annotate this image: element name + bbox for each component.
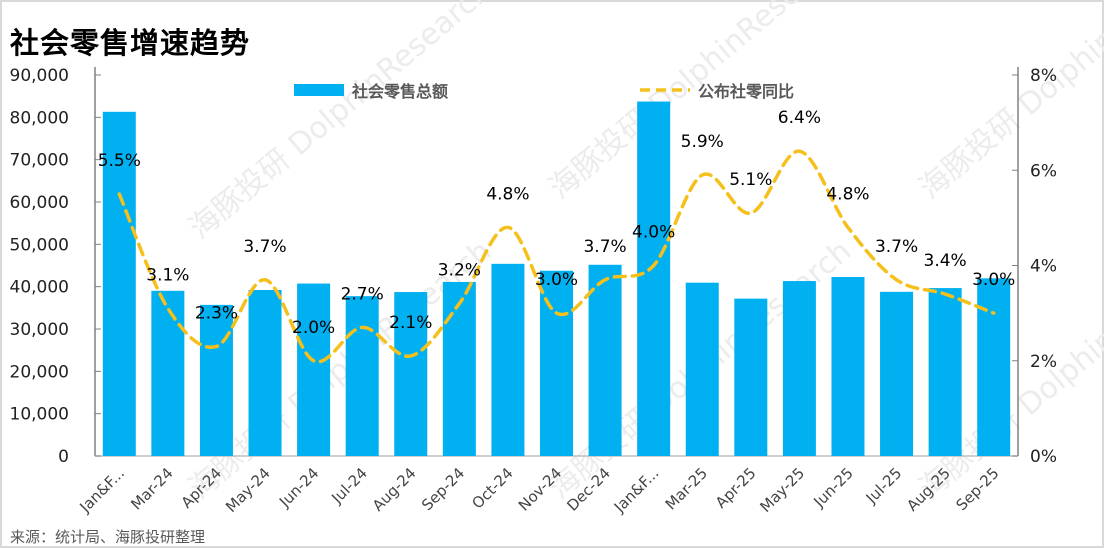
watermark-text: 海豚投研 DolphinResearch bbox=[913, 0, 1104, 206]
data-label: 5.1% bbox=[729, 170, 772, 190]
left-tick-label: 90,000 bbox=[10, 66, 69, 86]
data-label: 3.2% bbox=[438, 261, 481, 281]
bar-17 bbox=[928, 288, 962, 456]
data-label: 3.7% bbox=[583, 237, 626, 257]
bar-15 bbox=[831, 276, 865, 456]
bar-2 bbox=[199, 304, 233, 456]
bar-14 bbox=[782, 281, 816, 456]
line-series-yoy bbox=[117, 149, 996, 364]
x-tick-label: Jun-24 bbox=[275, 464, 322, 511]
data-label: 4.8% bbox=[486, 184, 529, 204]
data-label: 2.3% bbox=[195, 303, 238, 323]
bar-4 bbox=[297, 283, 331, 456]
data-label: 6.4% bbox=[778, 108, 821, 128]
bar-1 bbox=[151, 290, 185, 456]
watermark-text: 海豚投研 DolphinResearch bbox=[183, 0, 498, 246]
right-tick-label: 6% bbox=[1030, 161, 1057, 181]
data-label: 2.1% bbox=[389, 313, 432, 333]
bar-13 bbox=[734, 298, 768, 456]
left-tick-label: 40,000 bbox=[10, 278, 69, 298]
bar-series bbox=[102, 101, 1011, 457]
bar-18 bbox=[977, 278, 1011, 456]
data-label: 5.9% bbox=[681, 132, 724, 152]
bar-12 bbox=[685, 282, 719, 456]
x-tick-label: May-25 bbox=[756, 464, 808, 516]
legend-label-bar: 社会零售总额 bbox=[351, 82, 448, 101]
data-label: 3.7% bbox=[875, 237, 918, 257]
left-tick-label: 10,000 bbox=[10, 405, 69, 425]
x-tick-label: Jun-25 bbox=[809, 464, 856, 511]
bar-7 bbox=[442, 281, 476, 456]
data-label: 4.0% bbox=[632, 223, 675, 243]
x-tick-label: Sep-24 bbox=[418, 464, 468, 514]
data-labels: 5.5% 3.1% 2.3% 3.7% 2.0% 2.7%2.1% 3.2% 4.8% 3.0%… bbox=[98, 108, 1016, 338]
data-label: 3.0% bbox=[535, 270, 578, 290]
x-tick-label: Oct-24 bbox=[468, 464, 516, 512]
data-label: 4.8% bbox=[826, 184, 869, 204]
bar-6 bbox=[394, 292, 428, 456]
right-tick-label: 0% bbox=[1030, 447, 1057, 467]
bar-3 bbox=[248, 290, 282, 456]
legend-swatch-bar bbox=[294, 84, 344, 96]
data-label: 3.1% bbox=[146, 265, 189, 285]
bar-10 bbox=[588, 264, 622, 456]
data-label: 3.0% bbox=[972, 270, 1015, 290]
data-label: 2.0% bbox=[292, 318, 335, 338]
x-tick-label: Jan&F... bbox=[76, 464, 129, 517]
left-tick-label: 70,000 bbox=[10, 151, 69, 171]
left-tick-label: 50,000 bbox=[10, 235, 69, 255]
chart-title: 社会零售增速趋势 bbox=[10, 26, 251, 60]
data-label: 2.7% bbox=[341, 284, 384, 304]
x-tick-label: Jul-24 bbox=[327, 464, 371, 508]
data-label: 5.5% bbox=[98, 151, 141, 171]
right-tick-label: 2% bbox=[1030, 352, 1057, 372]
x-tick-label: Mar-25 bbox=[662, 464, 711, 513]
x-tick-label: Aug-24 bbox=[369, 464, 420, 515]
right-tick-label: 4% bbox=[1030, 257, 1057, 277]
x-tick-label: Jan&F... bbox=[610, 464, 663, 517]
bar-0 bbox=[102, 111, 136, 457]
left-tick-label: 80,000 bbox=[10, 108, 69, 128]
left-tick-label: 20,000 bbox=[10, 362, 69, 382]
legend: 社会零售总额 公布社零同比 bbox=[294, 82, 794, 101]
left-tick-label: 0 bbox=[58, 447, 69, 467]
bar-8 bbox=[491, 263, 525, 456]
x-tick-label: Jul-25 bbox=[862, 464, 906, 508]
left-tick-label: 30,000 bbox=[10, 320, 69, 340]
bar-11 bbox=[637, 101, 671, 457]
left-tick-label: 60,000 bbox=[10, 193, 69, 213]
right-tick-label: 8% bbox=[1030, 66, 1057, 86]
x-tick-label: Mar-24 bbox=[127, 464, 176, 513]
x-tick-label: Apr-25 bbox=[712, 464, 760, 512]
data-label: 3.4% bbox=[924, 251, 967, 271]
legend-label-line: 公布社零同比 bbox=[698, 82, 794, 101]
source-note: 来源：统计局、海豚投研整理 bbox=[10, 528, 206, 546]
bar-16 bbox=[880, 291, 914, 456]
data-label: 3.7% bbox=[243, 237, 286, 257]
bar-5 bbox=[345, 296, 379, 456]
